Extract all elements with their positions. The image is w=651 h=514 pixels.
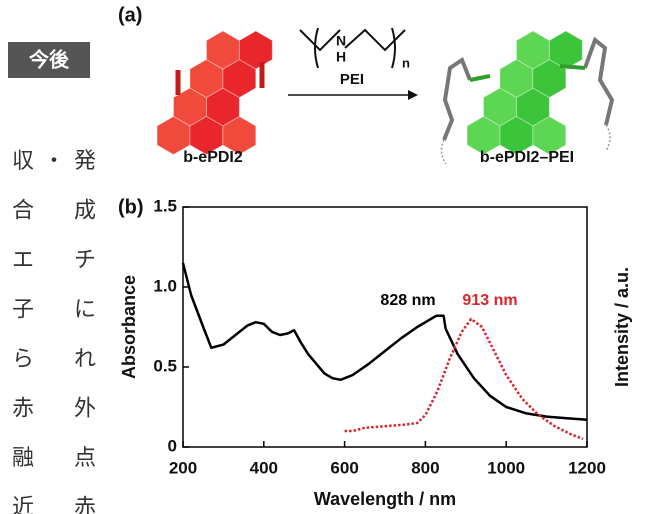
reactant-label: b-ePDI2: [183, 149, 243, 166]
hydrogen: H: [336, 49, 346, 65]
y-tick-label: 0: [168, 436, 177, 455]
y-tick-label: 1.5: [153, 196, 177, 215]
x-tick-label: 800: [411, 458, 439, 477]
side-text: 子 に: [12, 298, 96, 323]
badge: 今後: [29, 48, 70, 72]
product-molecule: [441, 31, 612, 164]
arrow-head: [408, 90, 418, 100]
chain: [585, 40, 612, 125]
nitrogen: N: [336, 33, 346, 49]
annotation: 913 nm: [462, 292, 517, 309]
side-text: 近 赤: [12, 496, 96, 514]
panel-label: (b): [118, 196, 144, 218]
chain: [444, 60, 470, 140]
side-text: 赤 外: [12, 397, 96, 422]
y-tick-label: 0.5: [153, 356, 177, 375]
y2-axis-label: Intensity / a.u.: [612, 267, 632, 387]
side-text: ら れ: [12, 347, 96, 372]
side-text: 収・発: [12, 149, 96, 174]
reactant-molecule: [157, 31, 272, 155]
x-tick-label: 600: [330, 458, 358, 477]
page: 今後 (a) N H n PEI b-ePDI2 b-ePDI2–PEI (b)…: [0, 0, 651, 514]
y-axis-label: Absorbance: [119, 275, 139, 379]
chain-link: [470, 76, 490, 80]
series-line: [183, 263, 587, 420]
x-tick-label: 1000: [487, 458, 525, 477]
x-tick-label: 200: [169, 458, 197, 477]
repeat: n: [402, 55, 410, 70]
panel-label: (a): [118, 4, 142, 26]
side-text: 合 成: [12, 199, 96, 224]
polymer-structure: [300, 28, 405, 68]
series-line: [345, 319, 583, 439]
x-axis-label: Wavelength / nm: [314, 489, 456, 509]
side-text: エ チ: [12, 248, 96, 273]
y-tick-label: 1.0: [153, 276, 177, 295]
reagent: PEI: [340, 71, 364, 88]
x-tick-label: 400: [250, 458, 278, 477]
x-tick-label: 1200: [568, 458, 606, 477]
chart: (b) 0 0.5 1.0 1.5 200 400 600 800 1000 1200 Wavelen…: [118, 196, 632, 508]
side-text: 融 点: [12, 446, 96, 471]
annotation: 828 nm: [380, 292, 435, 309]
product-label: b-ePDI2–PEI: [480, 149, 574, 166]
chain-link: [560, 66, 585, 68]
